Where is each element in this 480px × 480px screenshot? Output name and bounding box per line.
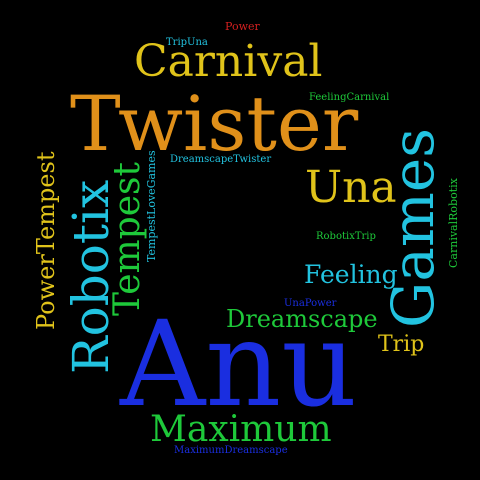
word-dreamscape-twister: DreamscapeTwister [170, 155, 271, 165]
word-tempest-love-games: TempestLoveGames [146, 150, 157, 262]
word-robotix-trip: RobotixTrip [316, 232, 376, 242]
word-maximum: Maximum [150, 412, 332, 448]
word-trip-una: TripUna [166, 38, 208, 48]
word-una-power: UnaPower [284, 299, 336, 309]
word-power-tempest: PowerTempest [34, 152, 58, 330]
word-dreamscape: Dreamscape [226, 307, 378, 331]
word-power: Power [225, 21, 260, 32]
word-carnival-robotix: CarnivalRobotix [448, 178, 459, 268]
word-feeling: Feeling [304, 262, 398, 287]
word-games: Games [384, 128, 442, 328]
word-trip: Trip [378, 334, 424, 356]
word-feeling-carnival: FeelingCarnival [309, 93, 389, 103]
word-una: Una [305, 166, 397, 210]
word-carnival: Carnival [134, 40, 323, 84]
word-maximum-dreamscape: MaximumDreamscape [174, 446, 288, 456]
word-tempest: Tempest [110, 162, 146, 316]
